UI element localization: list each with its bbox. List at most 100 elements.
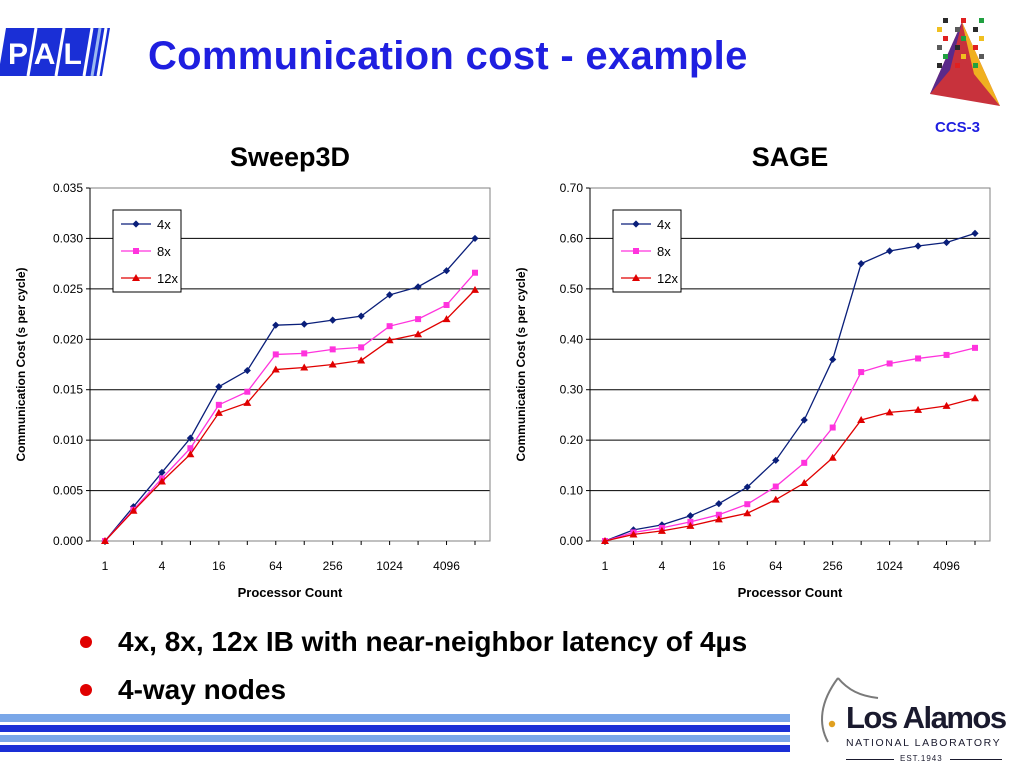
data-point <box>915 355 922 362</box>
ccs-logo-dot <box>937 45 942 50</box>
pal-logo-divider <box>96 27 108 77</box>
chart-title: SAGE <box>752 142 829 172</box>
data-point <box>914 242 922 250</box>
ccs-label: CCS-3 <box>935 119 981 136</box>
ccs-logo-pyramid-face <box>962 22 1000 106</box>
series-line-4x <box>604 232 976 542</box>
data-point <box>414 330 423 338</box>
x-tick-label: 4 <box>659 559 666 573</box>
footer-stripes <box>0 714 790 752</box>
data-point <box>186 450 195 458</box>
data-point <box>858 369 865 376</box>
lanl-logo-arc <box>821 677 839 743</box>
data-point <box>687 518 694 525</box>
data-point <box>601 537 609 544</box>
pal-logo-divider <box>26 27 38 77</box>
bullet-text: 4x, 8x, 12x IB with near-neighbor latenc… <box>118 626 748 657</box>
data-point <box>272 351 279 358</box>
x-axis-label: Processor Count <box>738 585 843 600</box>
bullet-dot-icon <box>80 684 92 696</box>
data-point <box>829 355 837 364</box>
x-tick-label: 64 <box>769 559 783 573</box>
data-point <box>771 495 780 503</box>
legend-marker <box>633 248 639 254</box>
data-point <box>300 363 309 371</box>
data-point <box>686 521 695 529</box>
data-point <box>187 445 194 452</box>
data-point <box>244 388 251 395</box>
pal-logo-divider <box>82 27 94 77</box>
sage-chart: SAGE 0.00 0.10 0.20 0.30 0.40 0.50 0.60 0.70 1 4 16… <box>500 138 1010 608</box>
legend-label: 12x <box>157 271 178 286</box>
ccs-logo-dot <box>955 63 960 68</box>
pal-logo-text: PAL <box>8 38 90 71</box>
bullet-list: 4x, 8x, 12x IB with near-neighbor latenc… <box>80 618 747 714</box>
data-point <box>271 365 280 373</box>
y-tick-label: 0.015 <box>53 383 83 397</box>
data-point <box>357 312 365 320</box>
data-point <box>715 511 722 518</box>
lanl-established: EST.1943 <box>900 754 943 763</box>
data-point <box>158 468 166 477</box>
data-point <box>300 320 308 328</box>
y-tick-label: 0.035 <box>53 181 83 195</box>
data-point <box>800 416 808 424</box>
data-point <box>772 483 779 490</box>
data-point <box>743 509 752 517</box>
data-point <box>942 238 951 247</box>
data-point <box>801 459 808 466</box>
ccs-logo-dot <box>961 18 966 23</box>
x-tick-label: 16 <box>712 559 726 573</box>
data-point <box>471 285 479 293</box>
legend-marker <box>632 220 640 228</box>
series-line-4x <box>104 237 476 542</box>
data-point <box>357 356 366 364</box>
ccs-logo-dot <box>937 63 942 68</box>
bullet-dot-icon <box>80 636 92 648</box>
y-axis-label: Communication Cost (s per cycle) <box>514 267 528 461</box>
lanl-logo-dot <box>828 720 836 728</box>
ccs-logo-dot <box>973 27 978 32</box>
bullet-text: 4-way nodes <box>118 674 287 705</box>
ccs-logo-dot <box>943 18 948 23</box>
series-line-8x <box>104 272 476 542</box>
data-point <box>471 234 479 243</box>
data-point <box>129 503 138 511</box>
ccs-logo-dot <box>973 45 978 50</box>
data-point <box>329 316 337 324</box>
data-point <box>715 500 723 508</box>
data-point <box>744 501 751 508</box>
legend-marker <box>132 274 140 281</box>
chart-title: Sweep3D <box>230 142 350 172</box>
x-tick-label: 1024 <box>876 559 903 573</box>
ccs-logo-dot <box>943 54 948 59</box>
x-tick-label: 4 <box>159 559 166 573</box>
pal-logo: PAL <box>0 27 110 77</box>
data-point <box>472 269 478 276</box>
lanl-logo-mark <box>821 677 879 743</box>
pal-logo-divider <box>54 27 66 77</box>
data-point <box>886 247 894 255</box>
y-tick-label: 0.010 <box>53 433 83 447</box>
ccs-logo-dot <box>961 54 966 59</box>
sweep3d-chart: Sweep3D 0.000 0.005 0.010 0.015 0.020 0.025 0.0… <box>0 138 510 608</box>
lanl-name: Los Alamos <box>846 700 1007 735</box>
data-point <box>186 434 194 442</box>
ccs-logo-dot <box>943 36 948 41</box>
data-point <box>972 344 978 351</box>
data-point <box>301 350 308 357</box>
data-point <box>328 360 337 368</box>
ccs-logo-dot <box>961 36 966 41</box>
y-tick-label: 0.40 <box>560 332 584 346</box>
ccs-logo-dot <box>937 27 942 32</box>
y-tick-label: 0.20 <box>560 433 584 447</box>
data-point <box>886 360 893 367</box>
legend-label: 4x <box>657 217 671 232</box>
lanl-rule <box>846 759 894 760</box>
data-point <box>857 415 866 423</box>
pal-logo-band <box>0 28 110 76</box>
ccs-logo-dot <box>979 36 984 41</box>
x-tick-label: 1 <box>602 559 609 573</box>
data-point <box>971 394 979 402</box>
data-point <box>415 316 422 323</box>
